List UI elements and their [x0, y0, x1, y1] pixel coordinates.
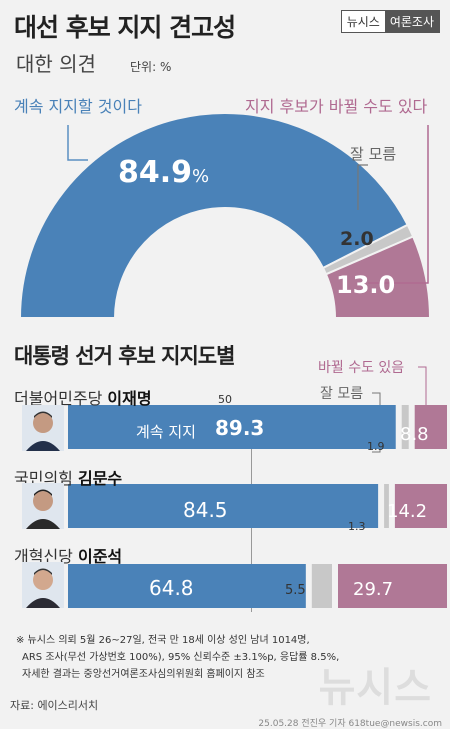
bar-dont-know-2: [384, 484, 389, 528]
chart-title: 대선 후보 지지 견고성: [14, 13, 236, 42]
bar-value-keep-2: 84.5: [183, 498, 228, 522]
axis-mark-50: 50: [218, 393, 232, 406]
legend-may-change-line: [418, 366, 427, 406]
brand-poll: 여론조사: [384, 11, 439, 32]
bar-value-dontknow-1: 1.9: [367, 440, 385, 453]
source-label: 자료: 에이스리서치: [10, 699, 99, 712]
bar-value-maychange-3: 29.7: [353, 579, 394, 600]
avatar: [22, 483, 64, 529]
bar-value-maychange-2: 14.2: [387, 501, 428, 522]
keep-label: 계속 지지할 것이다: [14, 97, 142, 116]
bar-value-keep-3: 64.8: [149, 576, 194, 600]
unit-label: 단위: %: [130, 60, 172, 74]
legend-may-change: 바뀔 수도 있음: [318, 360, 405, 376]
brand-newsis: 뉴시스: [341, 11, 385, 32]
dont-know-label: 잘 모름: [350, 145, 397, 163]
bar-value-dontknow-3: 5.5: [285, 583, 306, 598]
bar-may-change-3: [338, 564, 447, 608]
bar-dont-know-3: [311, 564, 333, 608]
survey-note: ※ 뉴시스 의뢰 5월 26~27일, 전국 만 18세 이상 성인 남녀 10…: [16, 635, 340, 680]
gauge-segment-keep: [18, 112, 409, 319]
legend-dont-know: 잘 모름: [320, 386, 364, 402]
may-change-value: 13.0: [336, 271, 396, 299]
bar-value-keep-1: 89.3: [215, 416, 265, 440]
bar-keep-2: [68, 484, 379, 528]
candidate-label-1: 더불어민주당 이재명: [14, 389, 152, 408]
section2-title: 대통령 선거 후보 지지도별: [14, 344, 235, 368]
credit-label: 25.05.28 전진우 기자 618tue@newsis.com: [258, 719, 442, 729]
dont-know-value: 2.0: [340, 228, 374, 250]
bar-may-change-1: [414, 405, 447, 449]
bar-value-dontknow-2: 1.3: [348, 520, 366, 533]
bar-keep-3: [68, 564, 306, 608]
may-change-leader-line: [368, 125, 429, 284]
bar-value-maychange-1: 8.8: [400, 424, 429, 445]
candidate-label-3: 개혁신당 이준석: [14, 547, 123, 566]
may-change-label: 지지 후보가 바뀔 수도 있다: [245, 97, 428, 116]
bar-keep-1: [68, 405, 396, 449]
watermark: 뉴시스: [318, 665, 432, 711]
gauge-chart: [18, 112, 432, 319]
bar-chart: [68, 366, 447, 612]
dont-know-leader-line: [357, 164, 368, 210]
bar-dont-know-1: [401, 405, 409, 449]
keep-leader-line: [67, 125, 88, 161]
avatar: [22, 562, 64, 608]
bar-may-change-2: [394, 484, 447, 528]
chart-subtitle: 대한 의견: [16, 52, 96, 76]
avatar: [22, 405, 64, 451]
keep-prefix-label: 계속 지지: [136, 423, 196, 441]
gauge-segment-may-change: [324, 235, 432, 319]
keep-value: 84.9%: [118, 155, 210, 190]
brand-badge: 뉴시스 여론조사: [340, 10, 440, 33]
